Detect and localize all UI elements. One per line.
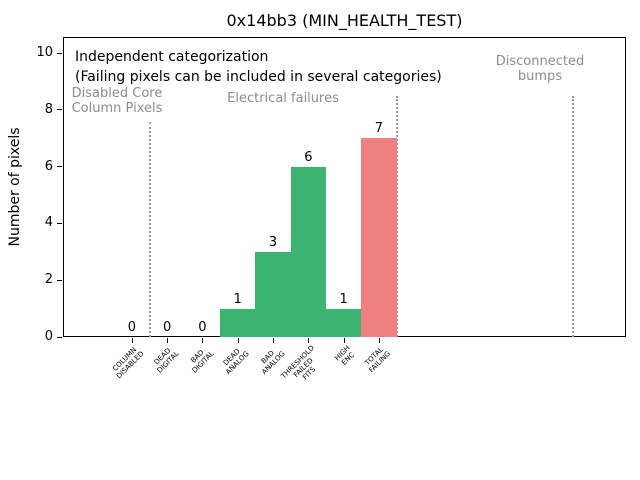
region-label-electrical-failures: Electrical failures [227, 91, 339, 106]
separator-total-failing [396, 96, 398, 337]
separator-disconnected-bumps [572, 96, 574, 337]
bar-high-enc [326, 308, 362, 337]
y-tick-label-4: 4 [44, 215, 53, 231]
region-label-disconnected-bumps: Disconnected bumps [495, 54, 585, 84]
chart-title: 0x14bb3 (MIN_HEALTH_TEST) [226, 11, 463, 30]
y-tick-mark-4 [57, 222, 62, 224]
y-tick-mark-0 [57, 336, 62, 338]
x-tick-label-high-enc: HIGH ENC [332, 344, 356, 367]
x-tick-label-dead-digital: DEAD DIGITAL [152, 346, 181, 375]
x-tick-label-bad-digital: BAD DIGITAL [189, 348, 216, 375]
y-tick-label-0: 0 [44, 329, 53, 344]
bar-threshold-failed-fits [290, 166, 326, 337]
x-tick-label-column-disabled: COLUMN DISABLED [110, 345, 146, 381]
bar-value-threshold-failed-fits: 6 [304, 149, 313, 165]
x-tick-mark-threshold-failed-fits [308, 338, 310, 343]
y-tick-label-10: 10 [36, 45, 53, 60]
bar-value-dead-digital: 0 [163, 320, 172, 335]
separator-disabled-core [149, 122, 151, 337]
plot-area: Independent categorization (Failing pixe… [63, 37, 626, 337]
x-tick-mark-bad-analog [273, 338, 275, 343]
annotation-failing-note: (Failing pixels can be included in sever… [75, 69, 442, 85]
y-tick-mark-6 [57, 166, 62, 168]
y-tick-label-2: 2 [44, 272, 53, 288]
bar-value-dead-analog: 1 [233, 291, 242, 307]
y-tick-mark-10 [57, 52, 62, 54]
x-tick-mark-column-disabled [131, 338, 133, 343]
y-tick-label-6: 6 [44, 158, 53, 174]
y-axis-label: Number of pixels [7, 127, 23, 247]
bar-dead-analog [220, 308, 256, 337]
x-tick-label-threshold-failed-fits: THRESHOLD FAILED FITS [279, 344, 318, 382]
x-tick-mark-high-enc [343, 338, 345, 343]
x-tick-mark-total-failing [378, 338, 380, 343]
x-tick-label-total-failing: TOTAL FAILING [363, 345, 393, 375]
x-tick-mark-dead-digital [167, 338, 169, 343]
y-tick-mark-2 [57, 279, 62, 281]
bar-value-high-enc: 1 [339, 291, 348, 307]
x-tick-mark-dead-analog [237, 338, 239, 343]
bar-value-bad-digital: 0 [198, 320, 207, 335]
region-label-disabled-core: Disabled Core Column Pixels [71, 86, 163, 116]
bar-value-total-failing: 7 [374, 121, 384, 137]
bar-value-column-disabled: 0 [127, 320, 136, 335]
x-tick-mark-bad-digital [202, 338, 204, 343]
annotation-independent-categorization: Independent categorization [75, 49, 269, 65]
bar-value-bad-analog: 3 [268, 234, 278, 250]
y-tick-mark-8 [57, 109, 62, 111]
bar-total-failing [361, 138, 397, 337]
y-tick-label-8: 8 [44, 101, 53, 117]
bar-bad-analog [255, 251, 291, 337]
x-tick-label-dead-analog: DEAD ANALOG [222, 347, 252, 377]
